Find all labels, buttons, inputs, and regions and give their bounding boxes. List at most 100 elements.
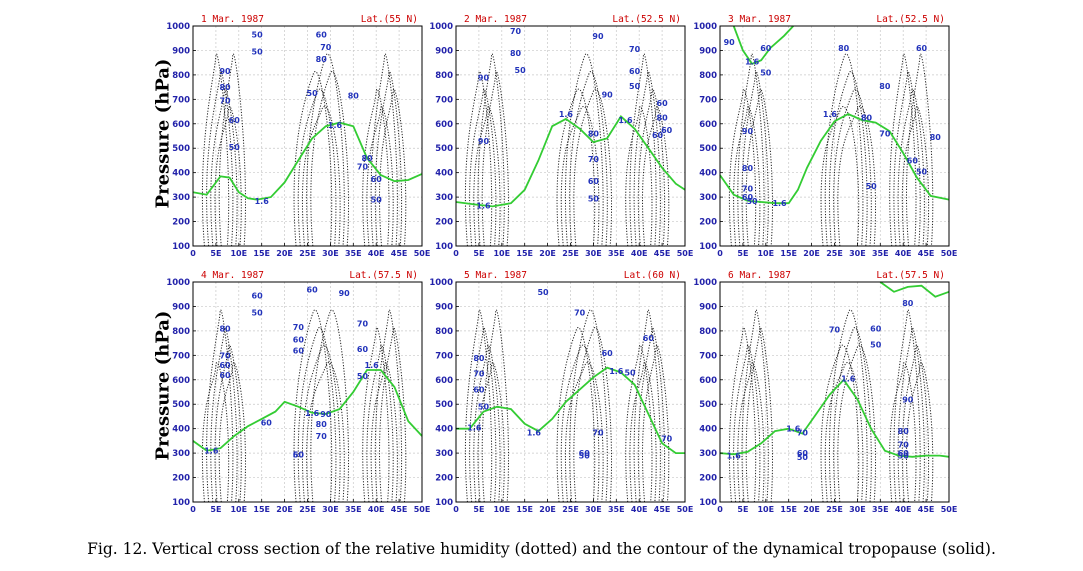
rh-contour-line (301, 344, 341, 503)
y-tick-label: 800 (172, 327, 190, 337)
rh-label: 90 (320, 410, 332, 419)
rh-label: 80 (219, 324, 231, 333)
tropopause-line (719, 112, 950, 205)
tropopause-label: 1.6 (618, 116, 633, 125)
tropopause-line (192, 121, 423, 201)
x-tick-label: 30E (585, 505, 602, 514)
rh-contour-line (366, 344, 394, 503)
rh-label: 90 (339, 289, 351, 298)
rh-contour-line (889, 362, 917, 503)
x-tick-label: 35E (608, 249, 625, 258)
y-tick-label: 800 (699, 327, 717, 337)
x-tick-label: 10E (230, 249, 247, 258)
y-tick-label: 500 (435, 400, 453, 410)
rh-label: 50 (357, 372, 369, 381)
x-tick-label: 35E (872, 249, 889, 258)
x-tick-label: 30E (322, 249, 339, 258)
rh-contour-line (210, 327, 238, 503)
y-axis-label-top: Pressure (hPa) (152, 58, 174, 209)
rh-label: 50 (629, 82, 641, 91)
rh-label: 50 (588, 194, 600, 203)
y-tick-label: 1000 (429, 278, 453, 288)
x-tick-label: 15E (516, 249, 533, 258)
rh-label: 70 (219, 351, 231, 360)
y-tick-label: 300 (699, 193, 717, 203)
x-tick-label: 20E (276, 505, 293, 514)
rh-label: 90 (902, 395, 914, 404)
rh-label: 70 (829, 326, 841, 335)
rh-label: 80 (348, 92, 360, 101)
rh-label: 90 (742, 127, 754, 136)
y-tick-label: 900 (699, 302, 717, 312)
tropopause-label: 1.6 (255, 197, 270, 206)
rh-contour-line (297, 327, 337, 503)
tropopause-label: 1.6 (559, 110, 574, 119)
y-tick-label: 200 (172, 218, 190, 228)
y-tick-label: 700 (172, 95, 190, 105)
y-tick-label: 900 (435, 302, 453, 312)
y-tick-label: 400 (435, 425, 453, 435)
y-tick-label: 400 (172, 169, 190, 179)
rh-label: 50 (870, 340, 882, 349)
rh-contour-line (464, 309, 493, 503)
y-tick-label: 200 (435, 474, 453, 484)
rh-contour-line (728, 327, 757, 503)
rh-contour-line (906, 362, 934, 503)
rh-label: 70 (879, 130, 891, 139)
y-tick-label: 800 (699, 71, 717, 81)
y-tick-label: 600 (172, 376, 190, 386)
y-tick-label: 700 (699, 95, 717, 105)
rh-contour-line (901, 344, 930, 503)
rh-label: 80 (657, 114, 669, 123)
rh-contour-line (310, 71, 349, 247)
rh-contour-line (637, 327, 666, 503)
x-tick-label: 5E (210, 249, 221, 258)
x-tick-label: 10E (757, 505, 774, 514)
rh-label: 70 (898, 441, 910, 450)
rh-contour-line (560, 344, 600, 503)
x-tick-label: 25E (562, 505, 579, 514)
y-tick-label: 900 (172, 46, 190, 56)
x-tick-label: 15E (516, 505, 533, 514)
rh-contour-line (214, 344, 242, 503)
rh-contour-line (741, 71, 769, 247)
panel-title: 2 Mar. 1987 (464, 14, 527, 25)
y-tick-label: 200 (172, 474, 190, 484)
y-tick-label: 600 (172, 120, 190, 130)
panel-3: 1.61.61.65060708090506090505060708080808… (693, 14, 957, 258)
rh-label: 60 (629, 67, 641, 76)
y-tick-label: 1000 (166, 22, 190, 32)
rh-label: 50 (624, 368, 636, 377)
rh-label: 50 (478, 403, 490, 412)
rh-contour-line (733, 106, 761, 247)
panel-lat-label: Lat.(60 N) (624, 270, 681, 281)
x-tick-label: 40E (631, 505, 648, 514)
x-tick-label: 25E (562, 249, 579, 258)
tropopause-label: 1.6 (328, 121, 343, 130)
x-tick-label: 25E (826, 249, 843, 258)
y-tick-label: 1000 (429, 22, 453, 32)
panel-lat-label: Lat.(57.5 N) (876, 270, 945, 281)
rh-label: 70 (588, 155, 600, 164)
y-tick-label: 300 (435, 193, 453, 203)
y-tick-label: 400 (172, 425, 190, 435)
y-tick-label: 100 (699, 242, 717, 252)
rh-contour-line (469, 88, 497, 247)
rh-contour-line (556, 327, 596, 503)
rh-contour-line (473, 106, 501, 247)
x-tick-label: 10E (230, 505, 247, 514)
rh-label: 70 (316, 432, 328, 441)
rh-label: 60 (742, 193, 754, 202)
rh-contour-line (897, 327, 925, 503)
rh-label: 70 (357, 163, 369, 172)
rh-contour-line (481, 309, 509, 503)
rh-contour-line (477, 362, 505, 503)
rh-contour-line (733, 344, 761, 503)
rh-label: 60 (219, 371, 231, 380)
rh-label: 70 (574, 309, 586, 318)
rh-contour-line (370, 362, 398, 503)
rh-label: 70 (357, 320, 369, 329)
rh-contour-line (573, 327, 612, 503)
x-tick-label: 50E (941, 249, 958, 258)
